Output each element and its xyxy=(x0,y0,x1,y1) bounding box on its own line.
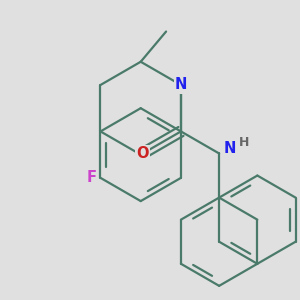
Text: N: N xyxy=(224,141,236,156)
Text: O: O xyxy=(136,146,149,161)
Text: H: H xyxy=(239,136,249,149)
Text: F: F xyxy=(86,170,96,185)
Text: N: N xyxy=(175,77,187,92)
